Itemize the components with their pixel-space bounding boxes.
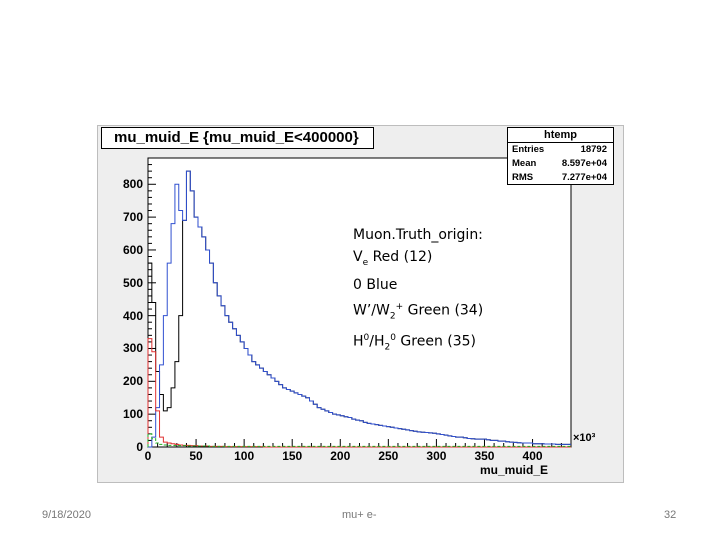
y-tick-label: 400: [122, 308, 143, 323]
annotation-line-green-h: H0/H20 Green (35): [353, 333, 477, 353]
slide-footer: mu+ e-: [342, 509, 377, 521]
stats-row-entries: Entries 18792: [508, 143, 613, 157]
x-tick-label: 300: [426, 449, 447, 463]
annotation-heading: Muon.Truth_origin:: [353, 227, 483, 243]
x-tick-label: 150: [282, 449, 303, 463]
stats-row-mean: Mean 8.597e+04: [508, 157, 613, 171]
stats-entries-label: Entries: [512, 144, 545, 155]
x-tick-label: 250: [378, 449, 399, 463]
annotation-line-red: Ve Red (12): [353, 249, 433, 268]
x-tick-label: 0: [144, 449, 152, 463]
series-red: [147, 338, 571, 448]
x-tick-label: 400: [522, 449, 543, 463]
stats-mean-value: 8.597e+04: [561, 158, 607, 169]
y-tick-label: 100: [122, 407, 143, 422]
x-tick-label: 200: [330, 449, 351, 463]
y-tick-label: 200: [122, 374, 143, 389]
y-tick-label: 800: [122, 177, 143, 192]
stats-rms-value: 7.277e+04: [561, 172, 607, 183]
slide-page-number: 32: [664, 509, 677, 521]
stats-entries-value: 18792: [580, 144, 607, 155]
x-axis-label: mu_muid_E: [480, 463, 549, 477]
x-tick-label: 100: [234, 449, 255, 463]
stats-box: htemp Entries 18792 Mean 8.597e+04 RMS 7…: [507, 127, 614, 185]
y-tick-label: 600: [122, 242, 143, 257]
annotation-line-blue: 0 Blue: [353, 276, 398, 293]
plot-frame: [147, 157, 572, 448]
annotation-line-green-w: W’/W2+ Green (34): [353, 301, 484, 322]
y-tick-label: 300: [122, 341, 143, 356]
x-axis-multiplier: ×10³: [573, 432, 596, 444]
histogram-title: mu_muid_E {mu_muid_E<400000}: [101, 127, 374, 149]
x-tick-label: 350: [474, 449, 495, 463]
slide-date: 9/18/2020: [42, 509, 91, 521]
legend-annotation: Muon.Truth_origin: Ve Red (12) 0 Blue W’…: [353, 224, 483, 359]
y-tick-label: 0: [136, 440, 143, 454]
stats-mean-label: Mean: [512, 158, 537, 169]
series-green: [147, 433, 571, 447]
x-tick-label: 50: [189, 449, 203, 463]
stats-rms-label: RMS: [512, 172, 534, 183]
y-tick-label: 700: [122, 210, 143, 225]
y-tick-label: 500: [122, 275, 143, 290]
series-blue: [148, 170, 571, 448]
stats-row-rms: RMS 7.277e+04: [508, 171, 613, 185]
stats-name: htemp: [508, 128, 613, 143]
